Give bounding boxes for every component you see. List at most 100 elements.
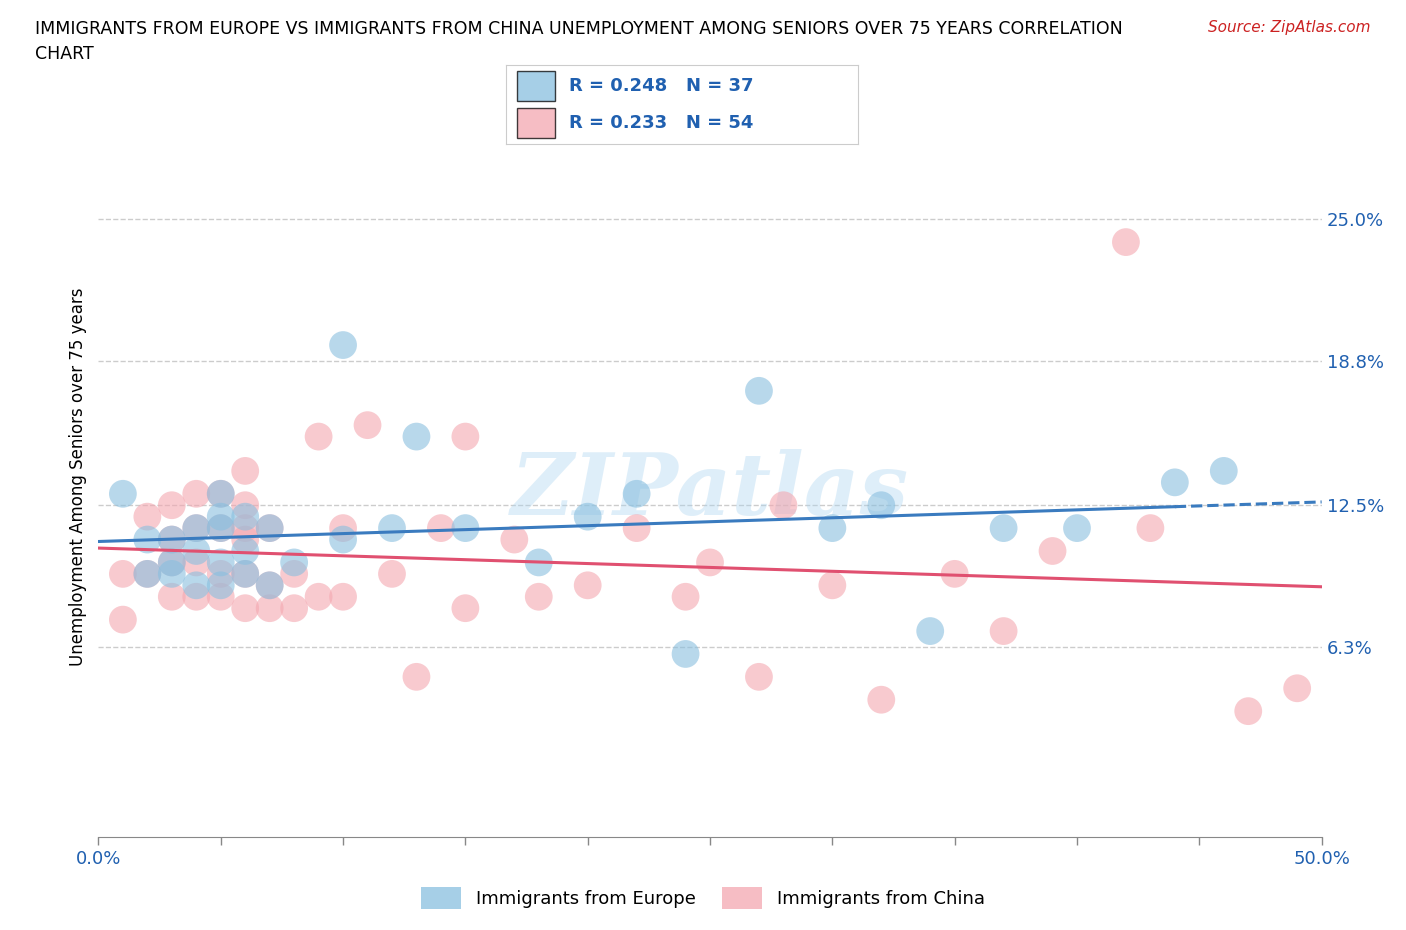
Text: R = 0.233   N = 54: R = 0.233 N = 54 [569,113,754,132]
Point [136,532,159,547]
Point [186,521,208,536]
Point [186,543,208,558]
Point [259,601,281,616]
Point [626,486,648,501]
Point [943,566,966,581]
Point [209,566,232,581]
Point [233,463,256,478]
Point [283,555,305,570]
Legend: Immigrants from Europe, Immigrants from China: Immigrants from Europe, Immigrants from … [415,880,991,916]
Point [259,521,281,536]
Point [748,383,770,398]
Point [209,555,232,570]
Y-axis label: Unemployment Among Seniors over 75 years: Unemployment Among Seniors over 75 years [69,287,87,666]
Point [772,498,794,512]
Point [870,692,893,707]
Point [308,590,330,604]
Point [1042,543,1064,558]
Point [332,532,354,547]
Point [332,590,354,604]
Text: CHART: CHART [35,45,94,62]
Point [136,566,159,581]
Point [233,566,256,581]
Point [233,543,256,558]
Text: ZIPatlas: ZIPatlas [510,449,910,533]
Point [186,486,208,501]
Point [186,590,208,604]
Text: IMMIGRANTS FROM EUROPE VS IMMIGRANTS FROM CHINA UNEMPLOYMENT AMONG SENIORS OVER : IMMIGRANTS FROM EUROPE VS IMMIGRANTS FRO… [35,20,1123,38]
Point [186,521,208,536]
Point [332,338,354,352]
Point [1212,463,1234,478]
Point [308,429,330,444]
Point [405,670,427,684]
Point [233,498,256,512]
Point [233,510,256,525]
Point [381,566,404,581]
Point [675,646,697,661]
Point [233,521,256,536]
Point [454,601,477,616]
Point [209,486,232,501]
Point [993,521,1015,536]
Point [1286,681,1309,696]
Point [1066,521,1088,536]
Point [136,510,159,525]
Point [920,624,942,639]
Point [160,532,183,547]
Point [259,578,281,592]
Point [748,670,770,684]
Point [283,601,305,616]
Point [111,566,134,581]
Text: R = 0.248   N = 37: R = 0.248 N = 37 [569,76,754,95]
Point [454,429,477,444]
Point [160,555,183,570]
Point [186,555,208,570]
Point [111,486,134,501]
Point [454,521,477,536]
Point [209,510,232,525]
Point [233,601,256,616]
Point [186,578,208,592]
Point [233,532,256,547]
Point [160,498,183,512]
Point [699,555,721,570]
Point [1164,475,1187,490]
FancyBboxPatch shape [517,108,555,138]
Point [576,510,599,525]
Point [356,418,378,432]
Point [259,521,281,536]
Point [111,612,134,627]
Point [626,521,648,536]
Point [503,532,526,547]
Point [332,521,354,536]
Point [821,521,844,536]
Point [233,566,256,581]
Point [381,521,404,536]
Point [430,521,453,536]
Point [259,578,281,592]
Point [1237,704,1260,719]
Point [527,555,550,570]
FancyBboxPatch shape [517,71,555,100]
Point [209,521,232,536]
Point [1139,521,1161,536]
Point [209,578,232,592]
Point [283,566,305,581]
Point [160,532,183,547]
Point [136,566,159,581]
Point [160,590,183,604]
Point [405,429,427,444]
Point [209,590,232,604]
Point [993,624,1015,639]
Point [160,555,183,570]
Point [1115,234,1137,249]
Point [209,486,232,501]
Point [160,566,183,581]
Point [675,590,697,604]
Point [821,578,844,592]
Point [209,521,232,536]
Point [527,590,550,604]
Point [870,498,893,512]
Text: Source: ZipAtlas.com: Source: ZipAtlas.com [1208,20,1371,35]
